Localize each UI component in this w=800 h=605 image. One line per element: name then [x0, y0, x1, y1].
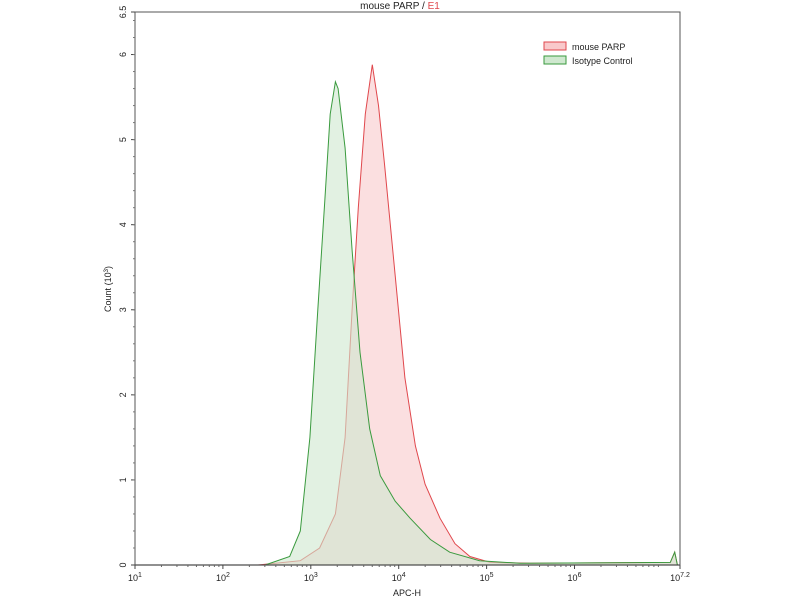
legend-swatch — [543, 55, 567, 65]
legend-label: mouse PARP — [572, 42, 625, 52]
legend-swatch — [543, 41, 567, 51]
y-tick-label: 4 — [118, 222, 128, 227]
y-tick-label: 2 — [118, 392, 128, 397]
x-tick-label: 104 — [392, 572, 406, 583]
x-tick-label: 107.2 — [670, 572, 690, 583]
plot-frame — [134, 11, 681, 566]
x-tick-label: 103 — [304, 572, 318, 583]
chart-title: mouse PARP / E1 — [360, 1, 440, 12]
legend: mouse PARP Isotype Control — [543, 41, 633, 66]
x-tick-label: 106 — [568, 572, 582, 583]
x-tick-label: 101 — [128, 572, 142, 583]
series-fill-0 — [135, 64, 680, 565]
y-tick-label: 3 — [118, 307, 128, 312]
x-tick-label: 105 — [480, 572, 494, 583]
series-line-1 — [264, 79, 678, 566]
y-axis-label: Count (103) — [103, 266, 113, 312]
x-axis-label: APC-H — [393, 588, 421, 598]
y-tick-label: 0 — [118, 562, 128, 567]
legend-label: Isotype Control — [572, 56, 633, 66]
y-tick-label: 1 — [118, 477, 128, 482]
y-tick-label: 6.5 — [118, 6, 128, 19]
x-tick-label: 102 — [216, 572, 230, 583]
y-tick-label: 5 — [118, 137, 128, 142]
y-tick-label: 6 — [118, 52, 128, 57]
